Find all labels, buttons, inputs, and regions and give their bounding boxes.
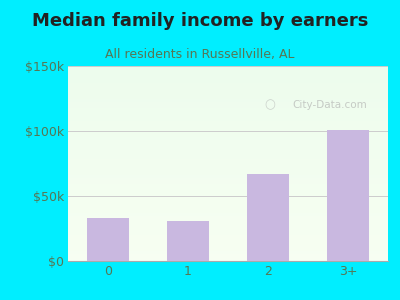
Text: Median family income by earners: Median family income by earners (32, 12, 368, 30)
Bar (247, 174, 289, 261)
Bar (327, 130, 369, 261)
Text: ○: ○ (264, 98, 275, 112)
Bar (167, 221, 209, 261)
Text: City-Data.com: City-Data.com (292, 100, 367, 110)
Bar (87, 218, 129, 261)
Text: All residents in Russellville, AL: All residents in Russellville, AL (105, 48, 295, 61)
